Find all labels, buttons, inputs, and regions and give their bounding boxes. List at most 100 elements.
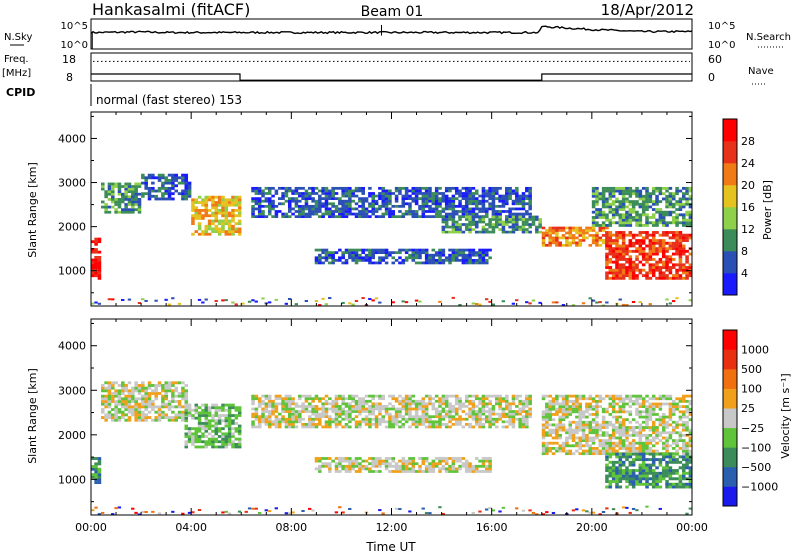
echo-cell-8 xyxy=(645,274,649,278)
echo-cell-5 xyxy=(625,439,629,442)
echo-cell-5 xyxy=(571,405,576,408)
echo-cell-1 xyxy=(121,416,125,419)
echo-cell-3 xyxy=(391,405,396,408)
echo-cell-3 xyxy=(207,224,212,228)
echo-cell-2 xyxy=(214,419,219,423)
echo-cell-5 xyxy=(645,399,649,403)
echo-cell-3 xyxy=(488,407,492,411)
echo-cell-2 xyxy=(184,440,189,444)
echo-cell-2 xyxy=(197,414,202,417)
echo-cell-5 xyxy=(561,428,566,432)
echo-cell-5 xyxy=(474,253,479,257)
echo-cell-4 xyxy=(481,459,486,463)
echo-cell-9 xyxy=(678,205,683,209)
echo-cell-7 xyxy=(588,226,593,230)
echo-cell-7 xyxy=(598,236,603,240)
echo-cell-7 xyxy=(571,241,576,245)
echo-cell-4 xyxy=(267,202,272,206)
echo-cell-4 xyxy=(468,464,472,468)
echo-cell-9 xyxy=(618,223,623,227)
echo-cell-5 xyxy=(565,444,569,448)
echo-cell-9 xyxy=(591,202,596,206)
echo-cell-6 xyxy=(641,469,646,473)
echo-cell-5 xyxy=(571,407,576,411)
echo-cell-5 xyxy=(661,426,666,429)
echo-cell-4 xyxy=(374,215,379,219)
echo-cell-4 xyxy=(384,199,389,203)
echo-cell-5 xyxy=(331,253,335,257)
echo-cell-4 xyxy=(354,186,359,190)
echo-cell-8 xyxy=(665,276,669,280)
echo-cell-3 xyxy=(251,397,255,401)
echo-cell-9 xyxy=(678,202,683,206)
echo-cell-6 xyxy=(605,474,609,478)
echo-cell-4 xyxy=(528,186,532,190)
echo-cell-4 xyxy=(321,204,325,208)
echo-cell-4 xyxy=(368,467,372,471)
echo-cell-6 xyxy=(474,223,479,226)
echo-cell-2 xyxy=(171,197,175,201)
echo-cell-3 xyxy=(378,420,382,424)
echo-cell-2 xyxy=(237,429,242,433)
echo-cell-4 xyxy=(401,202,406,206)
echo-cell-5 xyxy=(595,420,599,424)
echo-cell-4 xyxy=(351,459,355,463)
echo-cell-2 xyxy=(147,197,152,201)
echo-cell-8 xyxy=(671,266,676,269)
echo-cell-3 xyxy=(194,201,199,204)
echo-cell-4 xyxy=(418,470,422,473)
echo-cell-3 xyxy=(267,420,272,424)
echo-cell-5 xyxy=(394,258,399,262)
echo-cell-8 xyxy=(635,257,639,261)
echo-cell-3 xyxy=(451,410,456,413)
echo-cell-4 xyxy=(481,470,486,473)
echo-cell-3 xyxy=(354,415,359,419)
echo-cell-2 xyxy=(144,181,148,185)
echo-cell-8 xyxy=(678,266,683,269)
echo-cell-5 xyxy=(548,399,552,403)
echo-cell-7 xyxy=(575,236,579,240)
ground-scatter-cell xyxy=(181,512,185,515)
echo-cell-4 xyxy=(424,189,429,193)
echo-cell-5 xyxy=(588,428,593,432)
echo-cell-5 xyxy=(601,449,606,453)
echo-cell-5 xyxy=(488,248,492,252)
echo-cell-2 xyxy=(184,445,189,449)
echo-cell-5 xyxy=(588,394,593,398)
echo-cell-3 xyxy=(411,420,416,424)
echo-cell-4 xyxy=(488,197,492,201)
echo-cell-5 xyxy=(611,399,616,403)
echo-cell-1 xyxy=(141,413,145,417)
echo-cell-6 xyxy=(444,218,449,221)
echo-cell-3 xyxy=(237,198,242,202)
echo-cell-8 xyxy=(611,255,616,259)
echo-cell-6 xyxy=(451,230,456,234)
echo-cell-7 xyxy=(588,234,593,237)
echo-cell-1 xyxy=(104,397,108,401)
echo-cell-8 xyxy=(675,244,679,248)
echo-cell-4 xyxy=(371,192,376,195)
echo-cell-3 xyxy=(348,397,352,401)
echo-cell-3 xyxy=(354,394,359,398)
echo-cell-9 xyxy=(595,186,599,190)
echo-cell-3 xyxy=(314,425,319,429)
echo-cell-5 xyxy=(364,256,369,260)
echo-cell-5 xyxy=(668,405,673,408)
echo-cell-3 xyxy=(344,410,349,413)
echo-cell-6 xyxy=(658,460,663,464)
echo-cell-3 xyxy=(388,423,392,426)
echo-cell-3 xyxy=(261,394,265,398)
echo-cell-7 xyxy=(568,244,572,247)
echo-cell-8 xyxy=(611,249,616,253)
echo-cell-3 xyxy=(191,203,195,207)
echo-cell-4 xyxy=(328,189,332,193)
echo-cell-9 xyxy=(621,189,626,193)
echo-cell-4 xyxy=(348,210,352,213)
echo-cell-2 xyxy=(234,442,239,446)
echo-cell-4 xyxy=(518,202,522,206)
echo-cell-2 xyxy=(204,424,209,428)
echo-cell-4 xyxy=(468,462,472,466)
echo-cell-3 xyxy=(334,402,339,406)
colorbar-swatch-3 xyxy=(723,207,737,230)
echo-cell-5 xyxy=(368,256,372,260)
